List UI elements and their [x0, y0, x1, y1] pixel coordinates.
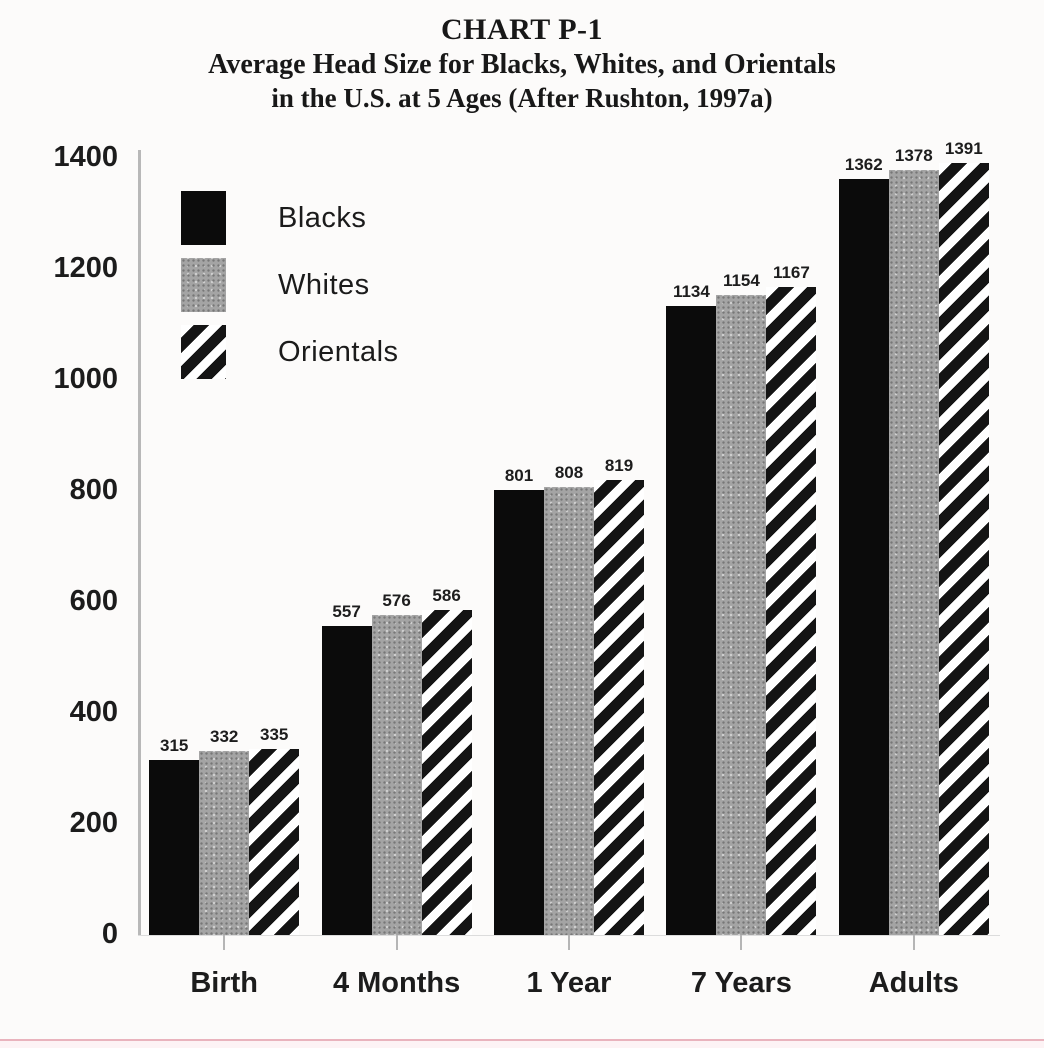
bar-value-label: 819: [604, 456, 634, 476]
legend-swatch-whites: [181, 258, 226, 312]
bar-value-label: 557: [332, 601, 361, 621]
x-tick-mark: [568, 935, 570, 950]
bar-whites: [716, 294, 767, 935]
x-category-label: Adults: [868, 967, 959, 999]
bar-whites: [199, 750, 250, 935]
bar-orientals: [421, 609, 472, 935]
x-category-label: Birth: [190, 967, 259, 999]
x-category-label: 4 Months: [332, 967, 461, 999]
chart-title-block: CHART P-1 Average Head Size for Blacks, …: [0, 12, 1044, 115]
bar-orientals: [249, 749, 300, 935]
bar-value-label: 1167: [772, 263, 810, 283]
bar-blacks: [149, 760, 200, 935]
bar-value-label: 335: [260, 725, 289, 745]
legend-label: Whites: [278, 268, 370, 301]
bar-value-label: 1378: [894, 146, 933, 166]
bar-blacks: [666, 305, 717, 935]
y-tick-label: 600: [69, 585, 118, 617]
y-tick-label: 400: [69, 696, 118, 728]
y-tick-label: 800: [69, 474, 118, 506]
bar-blacks: [494, 490, 544, 935]
bar-whites: [371, 615, 422, 935]
bar-value-label: 586: [432, 585, 461, 605]
bar-value-label: 808: [554, 462, 584, 482]
x-category-label: 1 Year: [526, 967, 612, 999]
bar-value-label: 1134: [672, 281, 710, 301]
bar-value-label: 1391: [944, 138, 983, 158]
legend-item: Whites: [181, 258, 399, 312]
x-category-label: 7 Years: [690, 967, 792, 999]
legend: Blacks Whites Orientals: [181, 191, 399, 392]
bar-value-label: 1154: [722, 270, 760, 290]
bottom-accent-line: [0, 1039, 1044, 1048]
x-tick-mark: [740, 935, 743, 950]
legend-item: Blacks: [181, 191, 399, 245]
legend-swatch-orientals: [181, 325, 226, 379]
x-tick-mark: [395, 935, 398, 950]
y-tick-label: 1200: [53, 252, 118, 284]
bar-orientals: [766, 287, 817, 935]
chart-subtitle-line-1: Average Head Size for Blacks, Whites, an…: [208, 49, 836, 80]
bar-blacks: [838, 179, 889, 935]
chart-title: CHART P-1: [440, 13, 604, 46]
legend-label: Blacks: [278, 201, 367, 234]
bar-value-label: 801: [504, 466, 534, 486]
bar-orientals: [938, 162, 989, 935]
y-tick-label: 1000: [53, 363, 118, 395]
legend-item: Orientals: [181, 325, 399, 379]
bar-orientals: [594, 480, 644, 935]
y-tick-label: 0: [101, 918, 118, 950]
bar-value-label: 315: [160, 736, 189, 756]
x-tick-mark: [912, 935, 915, 950]
legend-swatch-blacks: [181, 191, 226, 245]
chart-subtitle-line-2: in the U.S. at 5 Ages (After Rushton, 19…: [271, 83, 773, 113]
y-tick-label: 1400: [53, 141, 118, 173]
bar-value-label: 1362: [844, 155, 883, 175]
bar-whites: [544, 486, 594, 935]
bar-value-label: 576: [382, 591, 411, 611]
bar-value-label: 332: [210, 726, 239, 746]
legend-label: Orientals: [278, 335, 399, 368]
bar-whites: [888, 170, 939, 935]
bar-blacks: [321, 625, 372, 935]
y-axis-line: [138, 150, 141, 935]
x-tick-mark: [223, 935, 226, 950]
y-tick-label: 200: [69, 807, 118, 839]
